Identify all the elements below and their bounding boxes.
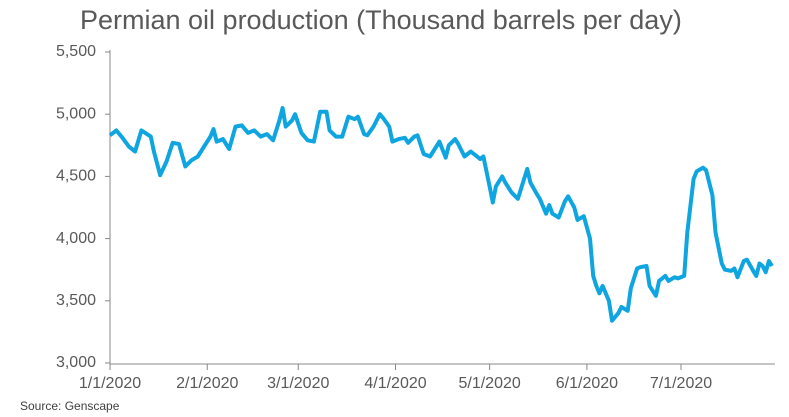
y-tick-label: 3,000 bbox=[56, 354, 96, 371]
chart-title: Permian oil production (Thousand barrels… bbox=[80, 5, 682, 35]
x-tick-label: 6/1/2020 bbox=[556, 375, 618, 392]
x-tick-label: 3/1/2020 bbox=[267, 375, 329, 392]
y-tick-label: 4,000 bbox=[56, 230, 96, 247]
y-tick-label: 4,500 bbox=[56, 168, 96, 185]
x-tick-label: 1/1/2020 bbox=[79, 375, 141, 392]
x-tick-label: 2/1/2020 bbox=[176, 375, 238, 392]
x-tick-label: 7/1/2020 bbox=[650, 375, 712, 392]
y-tick-label: 3,500 bbox=[56, 292, 96, 309]
data-line bbox=[108, 106, 774, 323]
source-note: Source: Genscape bbox=[20, 399, 120, 413]
y-tick-label: 5,500 bbox=[56, 43, 96, 60]
y-tick-label: 5,000 bbox=[56, 105, 96, 122]
x-tick-label: 5/1/2020 bbox=[458, 375, 520, 392]
x-tick-label: 4/1/2020 bbox=[364, 375, 426, 392]
